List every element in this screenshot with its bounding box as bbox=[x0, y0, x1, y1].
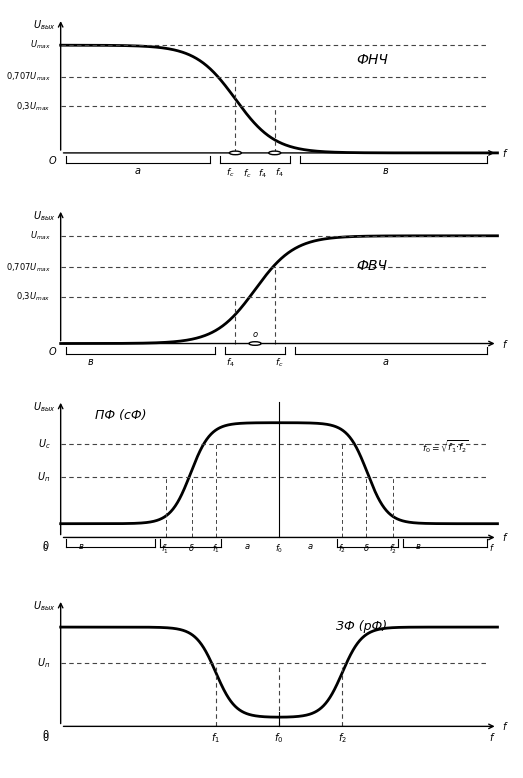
Text: $в$: $в$ bbox=[382, 166, 390, 177]
Text: $U_{max}$: $U_{max}$ bbox=[30, 39, 51, 51]
Text: $f_c$: $f_c$ bbox=[226, 166, 235, 179]
Text: $0{,}707U_{max}$: $0{,}707U_{max}$ bbox=[6, 71, 51, 83]
Text: ФНЧ: ФНЧ bbox=[356, 53, 388, 67]
Text: $в$: $в$ bbox=[77, 542, 84, 551]
Text: $0$: $0$ bbox=[42, 539, 49, 551]
Text: $f$: $f$ bbox=[503, 338, 509, 349]
Text: $0$: $0$ bbox=[42, 728, 49, 740]
Text: $0{,}707U_{max}$: $0{,}707U_{max}$ bbox=[6, 261, 51, 274]
Text: $в$: $в$ bbox=[87, 357, 94, 367]
Text: $0{,}3U_{max}$: $0{,}3U_{max}$ bbox=[16, 100, 51, 113]
Text: $f_0$: $f_0$ bbox=[275, 731, 284, 745]
Text: $U_{вых}$: $U_{вых}$ bbox=[33, 400, 55, 414]
Text: $U_{вых}$: $U_{вых}$ bbox=[33, 599, 55, 613]
Text: $U_{max}$: $U_{max}$ bbox=[30, 230, 51, 242]
Text: $O$: $O$ bbox=[49, 154, 58, 166]
Text: $0{,}3U_{max}$: $0{,}3U_{max}$ bbox=[16, 291, 51, 303]
Text: $f_1$: $f_1$ bbox=[212, 542, 220, 555]
Text: $a$: $a$ bbox=[134, 166, 142, 177]
Text: $U_п$: $U_п$ bbox=[37, 470, 51, 484]
Text: $f_4$: $f_4$ bbox=[275, 166, 284, 179]
Text: ФВЧ: ФВЧ bbox=[357, 259, 388, 273]
Circle shape bbox=[249, 342, 261, 345]
Text: $0$: $0$ bbox=[42, 542, 49, 553]
Text: $O$: $O$ bbox=[49, 345, 58, 357]
Text: $o$: $o$ bbox=[252, 330, 258, 339]
Text: $U_{вых}$: $U_{вых}$ bbox=[33, 18, 55, 32]
Text: $f_0{=}\sqrt{f_1{\cdot}f_2}$: $f_0{=}\sqrt{f_1{\cdot}f_2}$ bbox=[422, 439, 469, 455]
Text: $a$: $a$ bbox=[308, 542, 314, 551]
Text: $f$: $f$ bbox=[503, 531, 509, 544]
Text: $f_2'$: $f_2'$ bbox=[389, 542, 397, 555]
Text: $f$: $f$ bbox=[503, 147, 509, 159]
Text: $f$: $f$ bbox=[490, 542, 495, 553]
Text: $f_1'$: $f_1'$ bbox=[162, 542, 169, 555]
Text: $f_0$: $f_0$ bbox=[275, 542, 283, 555]
Text: $U_{вых}$: $U_{вых}$ bbox=[33, 209, 55, 223]
Text: $f$: $f$ bbox=[489, 731, 496, 743]
Text: $a$: $a$ bbox=[382, 357, 390, 367]
Circle shape bbox=[230, 151, 242, 155]
Text: $δ$: $δ$ bbox=[363, 542, 370, 553]
Text: ЗФ (рФ): ЗФ (рФ) bbox=[336, 620, 388, 633]
Text: $δ$: $δ$ bbox=[188, 542, 195, 553]
Text: $a$: $a$ bbox=[244, 542, 251, 551]
Text: $f_2$: $f_2$ bbox=[338, 731, 347, 745]
Text: $f_c$   $f_4$: $f_c$ $f_4$ bbox=[243, 168, 267, 180]
Text: $0$: $0$ bbox=[42, 731, 49, 743]
Text: $f_1$: $f_1$ bbox=[211, 731, 220, 745]
Text: ПФ (сФ): ПФ (сФ) bbox=[95, 409, 146, 422]
Text: $f_2$: $f_2$ bbox=[338, 542, 346, 555]
Text: $f_c$: $f_c$ bbox=[276, 357, 284, 370]
Text: $f_4$: $f_4$ bbox=[226, 357, 235, 370]
Circle shape bbox=[269, 151, 281, 155]
Text: $в$: $в$ bbox=[415, 542, 421, 551]
Text: $U_c$: $U_c$ bbox=[38, 437, 51, 450]
Text: $f$: $f$ bbox=[503, 720, 509, 732]
Text: $U_п$: $U_п$ bbox=[37, 656, 51, 670]
